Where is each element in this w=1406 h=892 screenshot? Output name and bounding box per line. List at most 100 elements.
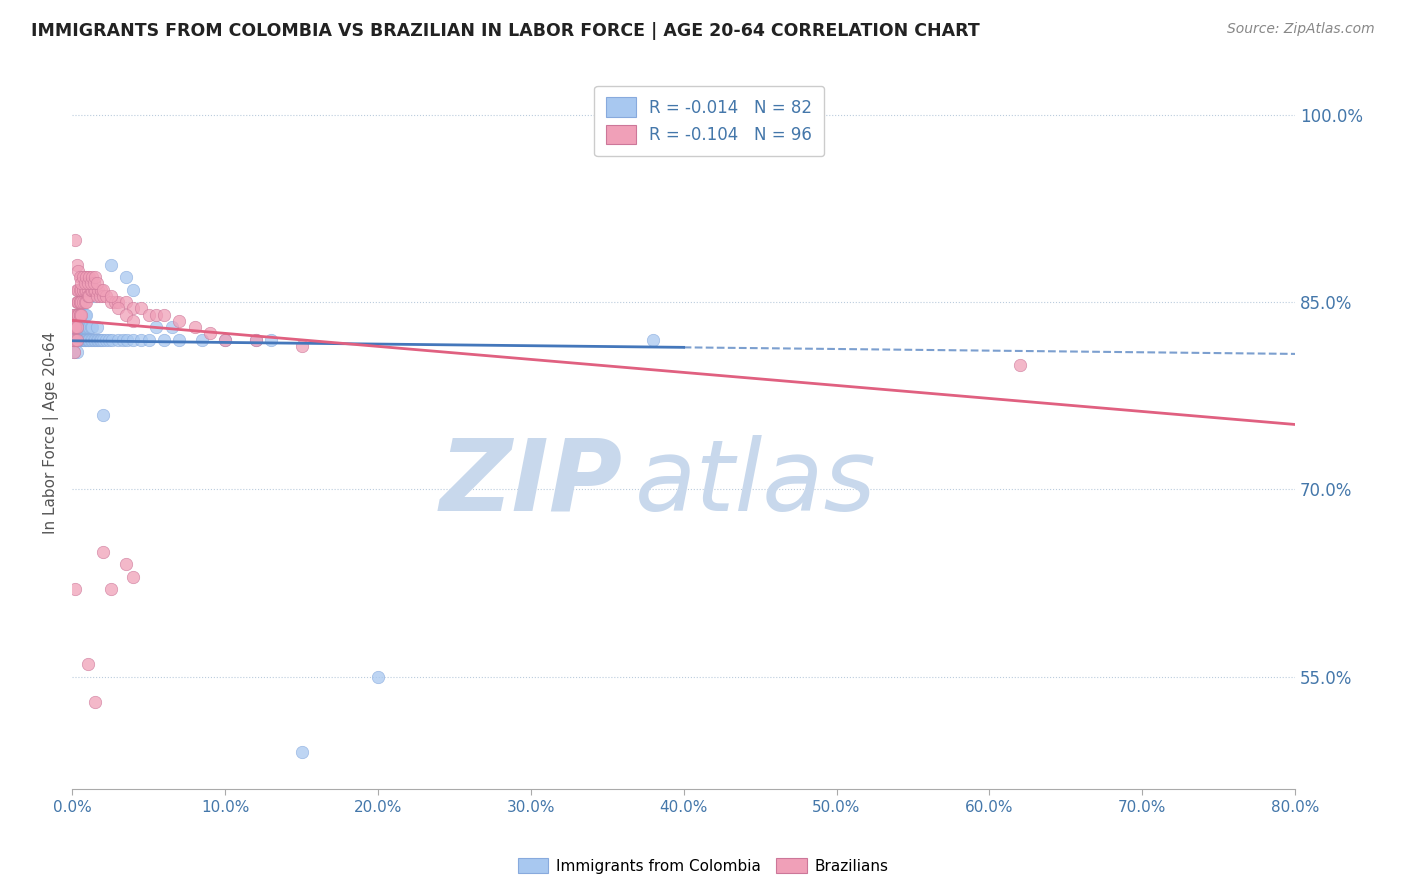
Point — [66, 333, 89, 347]
Point — [91, 289, 114, 303]
Point — [245, 333, 267, 347]
Point — [67, 264, 90, 278]
Point — [79, 320, 101, 334]
Point — [65, 233, 87, 247]
Point — [76, 657, 98, 672]
Point — [65, 320, 87, 334]
Point — [73, 283, 96, 297]
Point — [69, 308, 91, 322]
Point — [70, 295, 93, 310]
Point — [94, 333, 117, 347]
Point — [70, 277, 93, 291]
Point — [70, 320, 93, 334]
Point — [66, 333, 89, 347]
Text: IMMIGRANTS FROM COLOMBIA VS BRAZILIAN IN LABOR FORCE | AGE 20-64 CORRELATION CHA: IMMIGRANTS FROM COLOMBIA VS BRAZILIAN IN… — [31, 22, 980, 40]
Point — [86, 320, 108, 334]
Point — [75, 333, 97, 347]
Y-axis label: In Labor Force | Age 20-64: In Labor Force | Age 20-64 — [44, 332, 59, 534]
Point — [114, 295, 136, 310]
Point — [107, 295, 129, 310]
Point — [84, 270, 107, 285]
Point — [76, 333, 98, 347]
Point — [69, 308, 91, 322]
Point — [63, 320, 86, 334]
Point — [114, 308, 136, 322]
Point — [69, 308, 91, 322]
Point — [86, 277, 108, 291]
Point — [76, 320, 98, 334]
Point — [65, 333, 87, 347]
Point — [84, 283, 107, 297]
Point — [1008, 358, 1031, 372]
Point — [83, 277, 105, 291]
Point — [69, 308, 91, 322]
Point — [82, 283, 104, 297]
Point — [122, 301, 145, 316]
Point — [72, 283, 94, 297]
Point — [76, 283, 98, 297]
Point — [65, 308, 87, 322]
Point — [94, 289, 117, 303]
Point — [100, 582, 122, 597]
Point — [77, 277, 100, 291]
Point — [84, 289, 107, 303]
Point — [643, 333, 665, 347]
Point — [72, 283, 94, 297]
Point — [76, 333, 98, 347]
Point — [89, 289, 111, 303]
Point — [67, 333, 90, 347]
Point — [66, 308, 89, 322]
Point — [72, 333, 94, 347]
Point — [245, 333, 267, 347]
Point — [65, 308, 87, 322]
Point — [72, 270, 94, 285]
Point — [73, 333, 96, 347]
Point — [73, 308, 96, 322]
Point — [67, 295, 90, 310]
Point — [82, 320, 104, 334]
Point — [114, 270, 136, 285]
Point — [122, 283, 145, 297]
Point — [69, 320, 91, 334]
Point — [69, 295, 91, 310]
Point — [67, 320, 90, 334]
Point — [91, 545, 114, 559]
Point — [138, 333, 160, 347]
Point — [72, 333, 94, 347]
Point — [87, 283, 110, 297]
Text: Source: ZipAtlas.com: Source: ZipAtlas.com — [1227, 22, 1375, 37]
Point — [67, 308, 90, 322]
Point — [72, 295, 94, 310]
Point — [84, 695, 107, 709]
Point — [122, 333, 145, 347]
Point — [69, 295, 91, 310]
Point — [63, 333, 86, 347]
Point — [98, 333, 121, 347]
Point — [75, 283, 97, 297]
Point — [79, 277, 101, 291]
Point — [69, 283, 91, 297]
Point — [66, 320, 89, 334]
Point — [63, 345, 86, 359]
Point — [77, 320, 100, 334]
Point — [66, 283, 89, 297]
Point — [70, 308, 93, 322]
Text: atlas: atlas — [634, 434, 876, 532]
Point — [290, 339, 312, 353]
Point — [117, 333, 139, 347]
Point — [82, 333, 104, 347]
Point — [90, 283, 112, 297]
Point — [214, 333, 236, 347]
Point — [191, 333, 214, 347]
Point — [100, 289, 122, 303]
Point — [104, 295, 127, 310]
Point — [65, 308, 87, 322]
Point — [77, 333, 100, 347]
Point — [91, 283, 114, 297]
Point — [66, 308, 89, 322]
Point — [122, 314, 145, 328]
Point — [73, 320, 96, 334]
Point — [66, 258, 89, 272]
Point — [214, 333, 236, 347]
Point — [75, 308, 97, 322]
